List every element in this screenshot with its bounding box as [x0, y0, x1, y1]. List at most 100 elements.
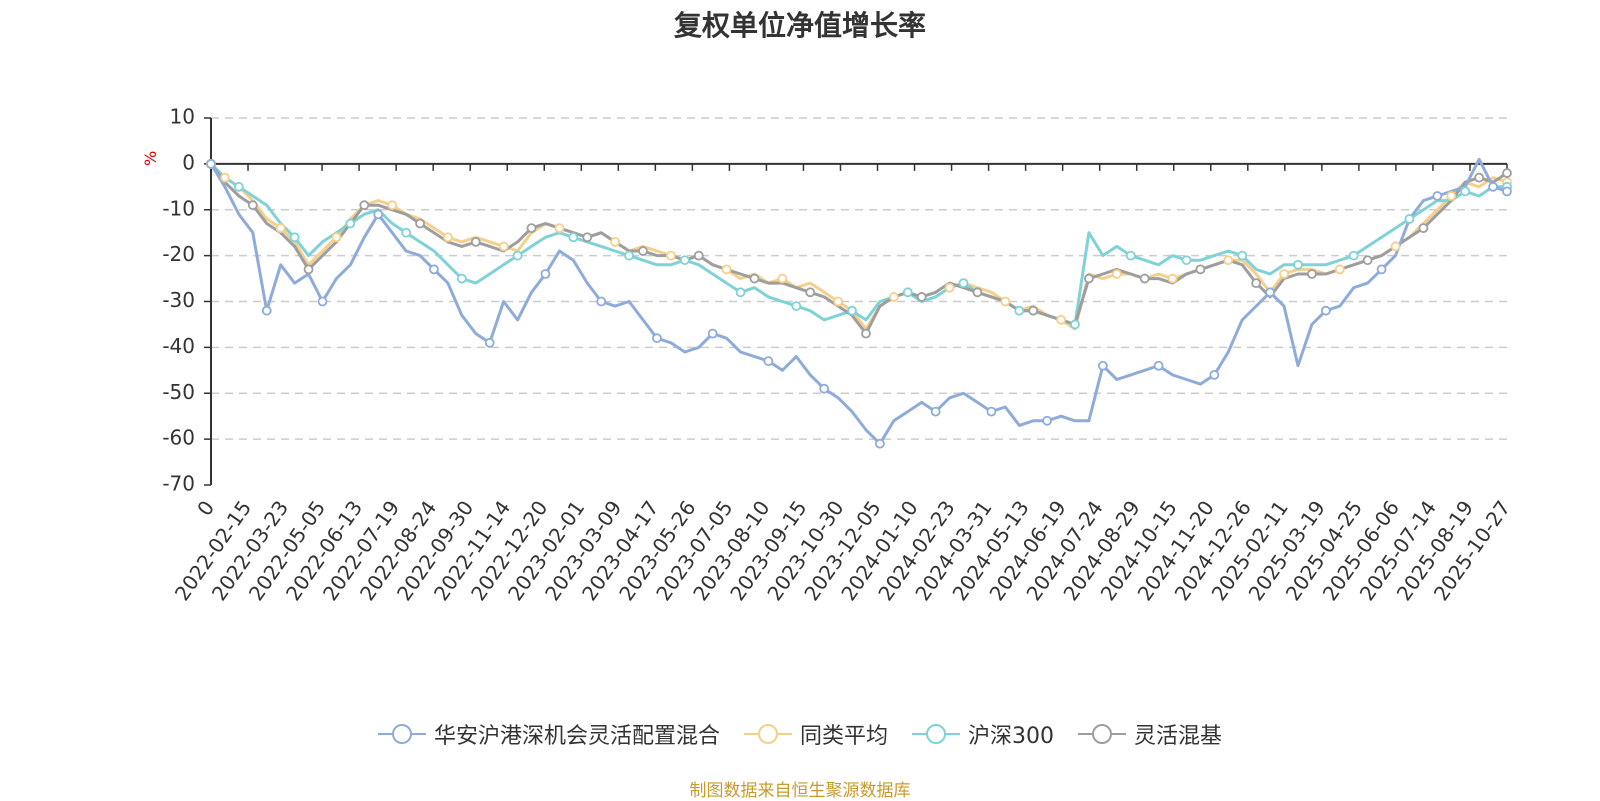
data-point [596, 296, 607, 307]
data-point [303, 264, 314, 275]
data-point [582, 232, 593, 243]
data-point [415, 218, 425, 229]
data-point [387, 200, 398, 211]
data-point [805, 287, 816, 298]
data-point [916, 292, 927, 302]
source-note: 制图数据来自恒生聚源数据库 [689, 781, 911, 801]
legend-label: 同类平均 [799, 724, 888, 749]
data-point [554, 223, 565, 234]
data-point [359, 200, 370, 211]
y-tick-label: -60 [162, 426, 195, 450]
data-point [610, 236, 621, 247]
data-point [1334, 264, 1345, 275]
data-point [875, 438, 885, 449]
data-point [429, 264, 439, 275]
data-point [373, 209, 384, 220]
data-point [1209, 369, 1220, 380]
data-point [233, 181, 244, 192]
chart-title: 复权单位净值增长率 [673, 9, 926, 42]
data-point [443, 232, 453, 243]
series-line [209, 162, 1508, 336]
y-tick-label: -20 [162, 242, 195, 266]
data-point [1502, 186, 1512, 197]
data-point [1474, 172, 1485, 183]
data-point [888, 292, 899, 302]
legend: 华安沪港深机会灵活配置混合 同类平均 沪深300 灵活混基 [0, 718, 1600, 750]
y-tick-label: 10 [170, 105, 195, 129]
data-point [930, 406, 941, 417]
y-tick-label: -30 [162, 288, 195, 312]
legend-item[interactable]: 华安沪港深机会灵活配置混合 [377, 718, 720, 750]
data-point [958, 278, 969, 289]
data-point [861, 328, 871, 339]
data-point [679, 255, 690, 266]
data-point [1237, 250, 1248, 261]
data-point [986, 406, 997, 417]
legend-label: 华安沪港深机会灵活配置混合 [433, 724, 720, 749]
data-point [972, 287, 983, 298]
data-point [847, 305, 857, 316]
y-tick-label: -10 [162, 196, 195, 220]
data-point [1307, 269, 1317, 279]
y-axis-unit: % [141, 151, 160, 166]
data-point [1084, 273, 1094, 284]
data-point [693, 250, 704, 261]
legend-item[interactable]: 沪深300 [912, 718, 1054, 750]
data-point [540, 269, 551, 279]
legend-item[interactable]: 灵活混基 [1078, 718, 1222, 750]
legend-line-circle-icon [743, 724, 792, 744]
data-point [735, 287, 746, 298]
data-point [1223, 255, 1234, 266]
data-point [819, 383, 830, 394]
data-point [1446, 191, 1457, 201]
data-point [1390, 241, 1401, 252]
data-point [568, 232, 579, 243]
data-point [220, 172, 230, 183]
data-point [261, 305, 272, 316]
data-point [1362, 255, 1373, 266]
series-line [209, 157, 1508, 446]
data-point [1111, 269, 1122, 279]
data-point [456, 273, 467, 284]
data-point [1460, 186, 1471, 197]
data-point [345, 218, 356, 229]
legend-label: 沪深300 [968, 724, 1054, 749]
data-point [652, 333, 662, 344]
data-point [665, 250, 676, 261]
legend-line-circle-icon [912, 724, 960, 744]
data-point [1070, 319, 1080, 330]
data-point [1404, 214, 1415, 224]
data-point [512, 250, 523, 261]
data-point [638, 246, 648, 256]
data-point [1251, 278, 1262, 289]
data-point [498, 241, 509, 252]
y-tick-label: -40 [162, 334, 195, 358]
data-point [777, 273, 788, 284]
data-point [944, 282, 955, 293]
data-point [1042, 415, 1053, 426]
data-point [1488, 181, 1498, 192]
data-point [289, 232, 300, 243]
data-point [1265, 287, 1275, 298]
y-tick-label: -70 [162, 472, 195, 496]
legend-line-circle-icon [377, 724, 426, 744]
data-point [275, 223, 286, 234]
data-point [749, 273, 760, 284]
data-point [526, 223, 537, 234]
series-line [209, 162, 1508, 331]
data-point [1097, 360, 1108, 371]
data-point [1279, 269, 1289, 279]
data-point [707, 328, 718, 339]
data-point [331, 232, 342, 243]
data-point [317, 296, 328, 307]
data-point [902, 287, 913, 298]
legend-item[interactable]: 同类平均 [743, 718, 888, 750]
data-point [1293, 259, 1303, 270]
data-point [1028, 305, 1039, 316]
data-point [247, 200, 258, 211]
data-point [206, 158, 216, 169]
y-tick-label: 0 [182, 150, 195, 174]
y-tick-label: -50 [162, 380, 195, 404]
legend-line-circle-icon [1078, 724, 1126, 744]
